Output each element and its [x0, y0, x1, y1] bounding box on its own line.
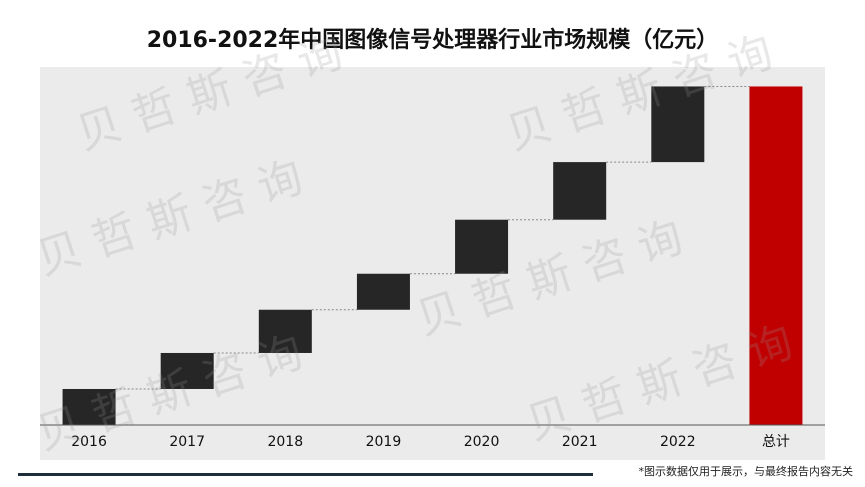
- waterfall-chart: 2016 2017 2018 2019 2020 2021 2022 总计: [40, 85, 825, 450]
- total-bar: [749, 86, 803, 426]
- waterfall-bar: [455, 219, 509, 274]
- x-tick-label: 2021: [562, 434, 598, 450]
- x-tick-label: 2019: [366, 434, 402, 450]
- waterfall-bar: [258, 309, 312, 353]
- waterfall-bar: [62, 388, 116, 425]
- x-tick-label: 2020: [464, 434, 500, 450]
- waterfall-bar: [651, 86, 705, 163]
- x-tick-label: 2018: [267, 434, 303, 450]
- waterfall-bar: [356, 273, 410, 310]
- footer-divider: [18, 473, 593, 476]
- chart-title: 2016-2022年中国图像信号处理器行业市场规模（亿元）: [146, 28, 719, 53]
- waterfall-bar: [553, 162, 607, 220]
- waterfall-bar: [160, 352, 214, 389]
- footnote: *图示数据仅用于展示，与最终报告内容无关: [638, 465, 854, 478]
- x-tick-label: 2022: [660, 434, 696, 450]
- chart-plot-area: 2016 2017 2018 2019 2020 2021 2022 总计: [40, 67, 825, 460]
- x-tick-label: 2016: [71, 434, 107, 450]
- x-tick-label: 2017: [169, 434, 205, 450]
- x-tick-label: 总计: [762, 434, 790, 450]
